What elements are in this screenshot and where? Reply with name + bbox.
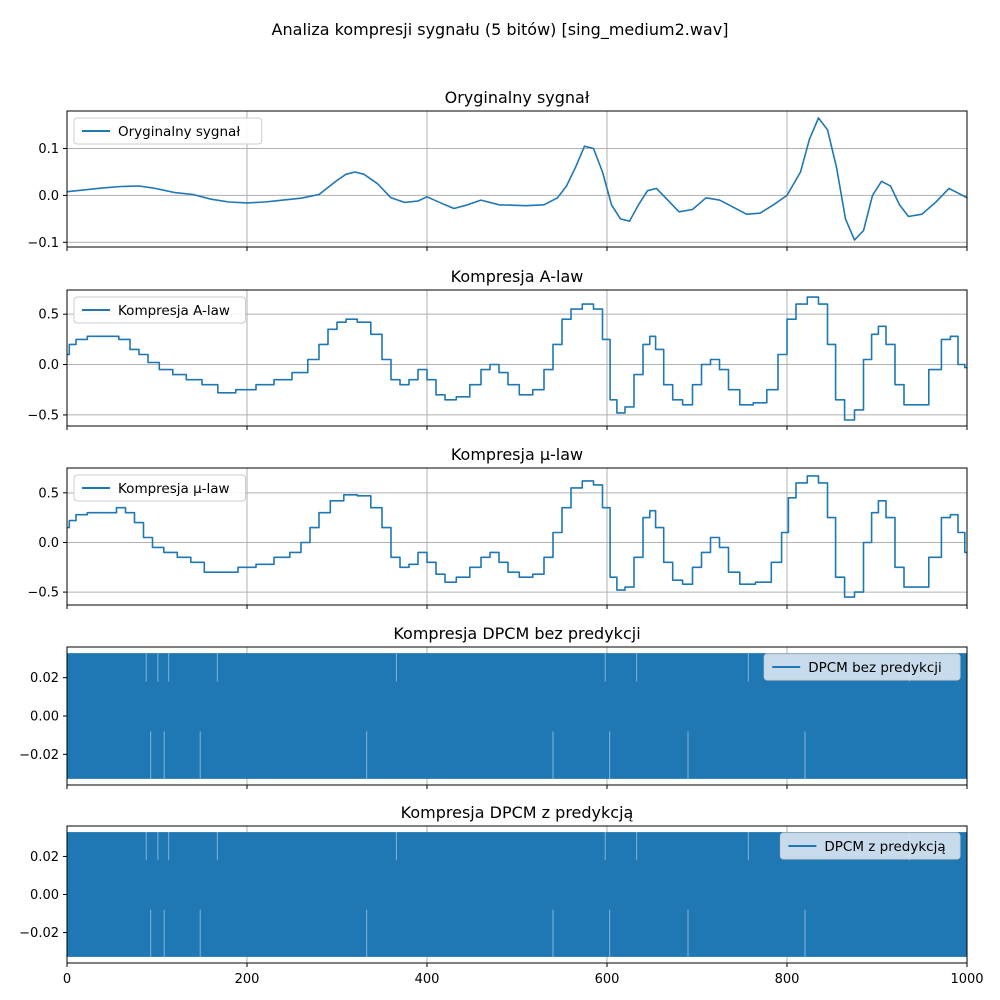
x-tick-label: 600	[595, 972, 620, 987]
legend: DPCM bez predykcji	[763, 653, 961, 681]
figure-suptitle: Analiza kompresji sygnału (5 bitów) [sin…	[272, 20, 729, 40]
x-tick-label: 1000	[950, 972, 983, 987]
legend-label: Kompresja μ-law	[118, 481, 230, 497]
x-tick-label: 200	[235, 972, 260, 987]
legend-box	[73, 474, 246, 502]
legend-label: DPCM z predykcją	[824, 839, 945, 855]
legend: Kompresja μ-law	[73, 474, 246, 502]
y-tick-label: −0.5	[27, 586, 59, 601]
legend-box	[779, 832, 961, 860]
axes-title: Oryginalny sygnał	[445, 88, 590, 107]
legend-label: Oryginalny sygnał	[118, 124, 240, 140]
y-tick-label: 0.00	[30, 710, 59, 725]
y-tick-label: 0.0	[38, 358, 59, 373]
series-group	[67, 117, 967, 241]
legend: DPCM z predykcją	[779, 832, 961, 860]
series-line	[67, 475, 967, 598]
y-tick-label: −0.5	[27, 408, 59, 423]
axes-5: 0 200 400 600 800 1000 −0.02 0.00 0.02 Kompresja …	[19, 803, 983, 987]
axes-title: Kompresja DPCM bez predykcji	[393, 624, 640, 643]
axes-title: Kompresja DPCM z predykcją	[401, 803, 634, 822]
x-tick-label: 800	[775, 972, 800, 987]
series-line	[67, 117, 967, 241]
axes-frame	[66, 289, 968, 427]
y-tick-label: 0.00	[30, 888, 59, 903]
legend-box	[763, 653, 961, 681]
y-tick-label: 0.0	[38, 189, 59, 204]
axes-frame	[66, 467, 968, 606]
axes-4: −0.02 0.00 0.02 Kompresja DPCM bez predykcj…	[19, 624, 968, 789]
y-tick-label: 0.5	[38, 308, 59, 323]
y-tick-label: 0.02	[30, 850, 59, 865]
axes-3: −0.5 0.0 0.5 Kompresja μ-law Kompresja μ-law	[27, 445, 968, 609]
legend: Kompresja A-law	[73, 296, 246, 324]
y-tick-label: −0.02	[19, 748, 59, 763]
y-tick-label: 0.5	[38, 486, 59, 501]
x-tick-label: 400	[415, 972, 440, 987]
series-line	[67, 296, 967, 421]
axes-title: Kompresja A-law	[451, 267, 584, 286]
y-tick-label: 0.02	[30, 671, 59, 686]
legend-box	[73, 296, 246, 324]
legend-label: Kompresja A-law	[118, 303, 230, 319]
legend-box	[73, 117, 263, 145]
axes-container: −0.1 0.0 0.1 Oryginalny sygnał Oryginalny sy…	[19, 88, 983, 987]
x-tick-label: 0	[63, 972, 71, 987]
y-tick-label: 0.0	[38, 536, 59, 551]
y-tick-label: −0.02	[19, 926, 59, 941]
legend-label: DPCM bez predykcji	[808, 660, 942, 676]
axes-1: −0.1 0.0 0.1 Oryginalny sygnał Oryginalny sy…	[27, 88, 968, 251]
legend: Oryginalny sygnał	[73, 117, 263, 145]
series-group	[67, 475, 967, 598]
axes-frame	[66, 110, 968, 248]
axes-title: Kompresja μ-law	[451, 445, 583, 464]
axes-2: −0.5 0.0 0.5 Kompresja A-law Kompresja A-law	[27, 267, 968, 430]
y-tick-label: 0.1	[38, 142, 59, 157]
y-tick-label: −0.1	[27, 236, 59, 251]
series-group	[67, 296, 967, 421]
